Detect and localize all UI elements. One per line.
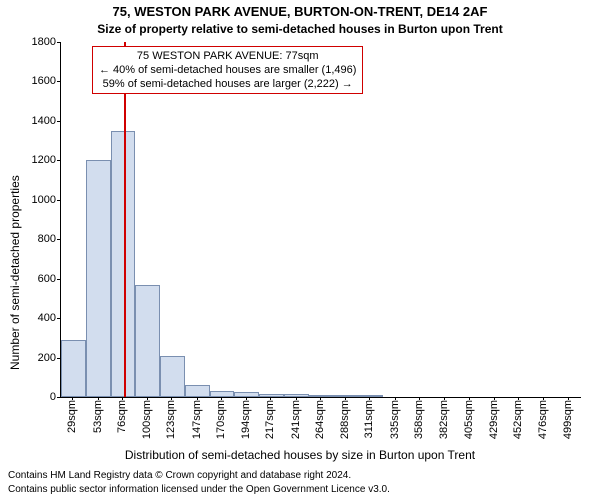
x-tick-mark [494, 397, 495, 400]
x-tick-label: 335sqm [389, 400, 401, 439]
x-tick-mark [171, 397, 172, 400]
y-tick-label: 1800 [6, 36, 56, 48]
histogram-bar [358, 395, 383, 397]
x-tick-label: 405sqm [463, 400, 475, 439]
y-tick-label: 1400 [6, 115, 56, 127]
y-tick-label: 200 [6, 352, 56, 364]
x-tick-mark [98, 397, 99, 400]
chart-subtitle: Size of property relative to semi-detach… [0, 22, 600, 36]
histogram-bar [259, 394, 284, 397]
chart-title: 75, WESTON PARK AVENUE, BURTON-ON-TRENT,… [0, 4, 600, 19]
x-tick-label: 217sqm [264, 400, 276, 439]
x-tick-label: 194sqm [240, 400, 252, 439]
x-tick-mark [72, 397, 73, 400]
x-tick-label: 476sqm [537, 400, 549, 439]
x-tick-mark [296, 397, 297, 400]
x-tick-label: 311sqm [363, 400, 375, 438]
info-line-3: 59% of semi-detached houses are larger (… [99, 77, 356, 91]
chart-container: 75, WESTON PARK AVENUE, BURTON-ON-TRENT,… [0, 0, 600, 500]
y-tick-label: 0 [6, 391, 56, 403]
x-tick-label: 147sqm [191, 400, 203, 439]
y-tick-label: 600 [6, 273, 56, 285]
y-tick-mark [57, 121, 60, 122]
x-tick-mark [395, 397, 396, 400]
x-tick-label: 452sqm [512, 400, 524, 439]
y-tick-label: 1600 [6, 75, 56, 87]
info-box: 75 WESTON PARK AVENUE: 77sqm ← 40% of se… [92, 46, 363, 94]
x-axis-label: Distribution of semi-detached houses by … [0, 448, 600, 462]
histogram-bar [111, 131, 136, 397]
x-tick-label: 76sqm [116, 400, 128, 433]
x-tick-mark [518, 397, 519, 400]
x-tick-mark [369, 397, 370, 400]
x-tick-label: 123sqm [165, 400, 177, 439]
info-line-1: 75 WESTON PARK AVENUE: 77sqm [99, 49, 356, 63]
x-tick-mark [197, 397, 198, 400]
x-tick-label: 170sqm [215, 400, 227, 439]
x-tick-label: 499sqm [562, 400, 574, 439]
y-tick-mark [57, 397, 60, 398]
histogram-bar [160, 356, 185, 397]
x-tick-label: 241sqm [290, 400, 302, 439]
y-tick-label: 1000 [6, 194, 56, 206]
y-tick-label: 800 [6, 233, 56, 245]
y-tick-mark [57, 239, 60, 240]
plot-area [60, 42, 581, 398]
info-line-2: ← 40% of semi-detached houses are smalle… [99, 63, 356, 77]
marker-line [124, 42, 126, 397]
histogram-bar [185, 385, 210, 397]
x-tick-label: 382sqm [438, 400, 450, 439]
y-tick-mark [57, 81, 60, 82]
y-tick-mark [57, 318, 60, 319]
y-tick-mark [57, 279, 60, 280]
histogram-bar [309, 395, 334, 397]
footer-line-2: Contains public sector information licen… [8, 484, 592, 495]
x-tick-mark [419, 397, 420, 400]
x-tick-mark [147, 397, 148, 400]
x-tick-mark [270, 397, 271, 400]
x-tick-mark [221, 397, 222, 400]
footer-line-1: Contains HM Land Registry data © Crown c… [8, 470, 592, 481]
x-tick-mark [568, 397, 569, 400]
histogram-bar [135, 285, 160, 397]
x-tick-mark [543, 397, 544, 400]
histogram-bar [210, 391, 235, 397]
x-tick-label: 29sqm [66, 400, 78, 433]
x-tick-label: 288sqm [339, 400, 351, 439]
histogram-bar [61, 340, 86, 397]
x-tick-label: 358sqm [413, 400, 425, 439]
x-tick-mark [345, 397, 346, 400]
y-tick-mark [57, 160, 60, 161]
y-tick-mark [57, 42, 60, 43]
x-tick-label: 429sqm [488, 400, 500, 439]
y-tick-label: 1200 [6, 154, 56, 166]
x-tick-mark [246, 397, 247, 400]
y-tick-label: 400 [6, 312, 56, 324]
x-tick-mark [469, 397, 470, 400]
y-tick-mark [57, 358, 60, 359]
x-tick-mark [320, 397, 321, 400]
x-tick-label: 53sqm [92, 400, 104, 433]
x-tick-label: 100sqm [141, 400, 153, 439]
histogram-bar [86, 160, 111, 397]
x-tick-mark [122, 397, 123, 400]
y-tick-mark [57, 200, 60, 201]
x-tick-mark [444, 397, 445, 400]
x-tick-label: 264sqm [314, 400, 326, 439]
